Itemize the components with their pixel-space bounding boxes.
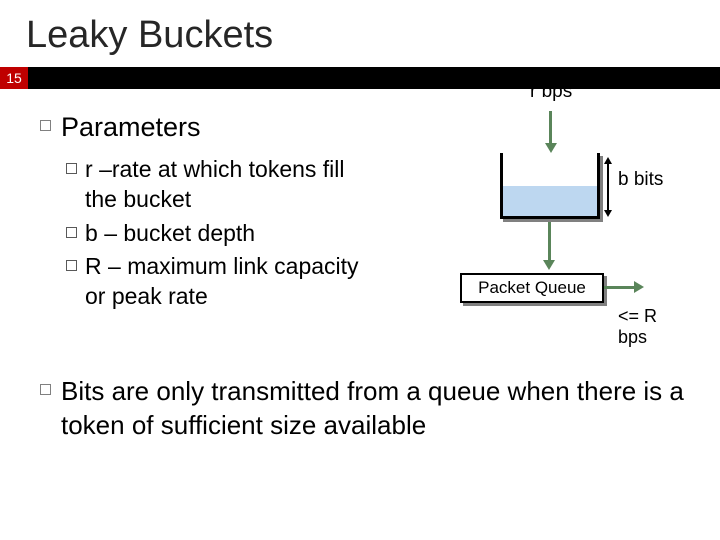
bottom-bullet: Bits are only transmitted from a queue w… (40, 375, 694, 443)
right-column: r bps b bits (400, 111, 700, 341)
param-var: b (85, 220, 98, 246)
slide-title: Leaky Buckets (0, 0, 720, 67)
main-bullet-text: Parameters (61, 111, 201, 145)
content-area: Parameters r –rate at which tokens fill … (0, 89, 720, 341)
square-bullet-icon (66, 227, 77, 238)
header-bar: 15 (0, 67, 720, 89)
page-number: 15 (0, 67, 28, 89)
arrow-down-icon (548, 222, 551, 260)
two-column-layout: Parameters r –rate at which tokens fill … (40, 111, 700, 341)
param-var: r (85, 156, 93, 182)
sub-bullet: b – bucket depth (66, 219, 370, 249)
sub-bullet-text: R – maximum link capacity or peak rate (85, 252, 370, 312)
param-var: R (85, 253, 102, 279)
square-bullet-icon (66, 260, 77, 271)
arrow-head-icon (634, 281, 644, 293)
depth-arrow-icon (604, 157, 612, 217)
packet-queue-box: Packet Queue (460, 273, 604, 303)
sub-bullet-text: b – bucket depth (85, 219, 255, 249)
sub-bullet: R – maximum link capacity or peak rate (66, 252, 370, 312)
bucket-water (503, 186, 597, 216)
depth-label: b bits (618, 169, 663, 191)
rate-in-label: r bps (530, 81, 572, 103)
sub-bullet-text: r –rate at which tokens fill the bucket (85, 155, 370, 215)
arrow-down-icon (545, 111, 557, 153)
square-bullet-icon (40, 120, 51, 131)
header-dark-bar (28, 67, 720, 89)
left-column: Parameters r –rate at which tokens fill … (40, 111, 370, 341)
rate-out-label: <= R bps (618, 306, 680, 348)
leaky-bucket-diagram: r bps b bits (400, 111, 680, 341)
bottom-bullet-text: Bits are only transmitted from a queue w… (61, 375, 694, 443)
arrow-head-icon (543, 260, 555, 270)
square-bullet-icon (40, 384, 51, 395)
main-bullet: Parameters (40, 111, 370, 145)
square-bullet-icon (66, 163, 77, 174)
bottom-section: Bits are only transmitted from a queue w… (0, 341, 720, 443)
param-desc: –rate at which tokens fill the bucket (85, 156, 345, 212)
bucket-shape (500, 153, 600, 219)
param-desc: – maximum link capacity or peak rate (85, 253, 359, 309)
param-desc: – bucket depth (104, 220, 255, 246)
sub-bullet: r –rate at which tokens fill the bucket (66, 155, 370, 215)
arrow-right-icon (604, 286, 634, 289)
